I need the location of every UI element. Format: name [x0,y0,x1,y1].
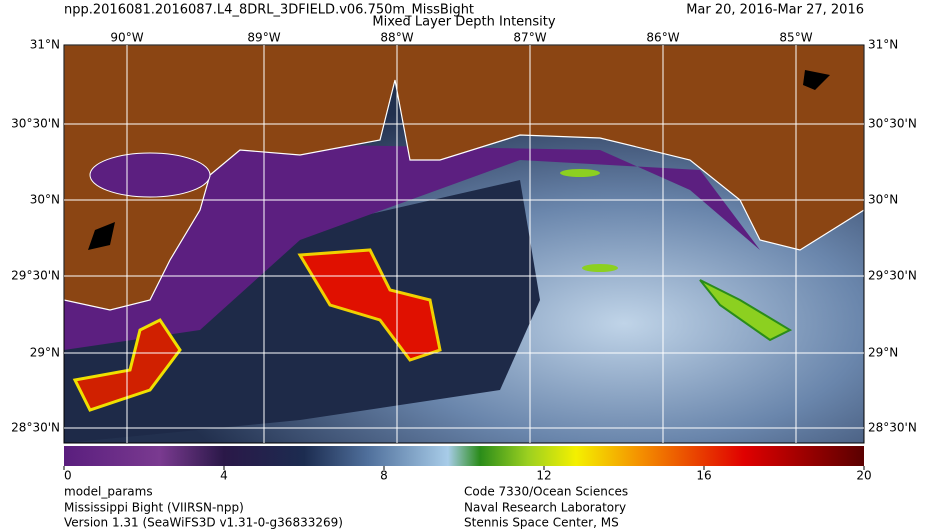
colorbar-tick-label: 8 [380,469,388,483]
lake [89,152,211,198]
hotspot [699,279,793,342]
lat-label: 31°N [868,38,898,52]
lat-label: 31°N [30,38,60,52]
file-name: npp.2016081.2016087.L4_8DRL_3DFIELD.v06.… [64,3,474,18]
lon-label: 85°W [779,31,812,45]
lake-black [803,70,830,90]
lon-label: 87°W [513,31,546,45]
footer-left: Mississippi Bight (VIIRSN-npp) [64,501,244,515]
lat-labels: 31°N 31°N 30°30'N 30°30'N 30°N 30°N 29°30'N 29°… [11,38,917,435]
lat-label: 30°N [868,193,898,207]
map-title: Mixed Layer Depth Intensity [372,15,556,30]
lake-black [88,222,115,250]
colorbar-tick-label: 0 [64,469,72,483]
footer-right: Code 7330/Ocean Sciences [464,485,628,499]
map-frame [63,44,865,444]
footer-right: Naval Research Laboratory [464,501,626,515]
purple-water [64,140,760,350]
lat-label: 30°30'N [11,117,60,131]
hotspot [72,318,182,412]
lon-label: 90°W [110,31,143,45]
colorbar-tick-label: 20 [856,469,871,483]
lat-label: 30°30'N [868,117,917,131]
date-range: Mar 20, 2016-Mar 27, 2016 [686,3,864,18]
lon-label: 89°W [247,31,280,45]
lat-label: 30°N [30,193,60,207]
map [64,45,864,443]
lat-label: 29°N [868,346,898,360]
lat-label: 28°30'N [11,421,60,435]
colorbar-ticks: 0 4 8 12 16 20 [63,466,872,483]
lat-label: 29°30'N [11,269,60,283]
lat-label: 28°30'N [868,421,917,435]
lat-label: 29°30'N [868,269,917,283]
lon-label: 88°W [380,31,413,45]
colorbar [64,446,864,466]
footer-left: Version 1.31 (SeaWiFS3D v1.31-0-g3683326… [64,516,343,530]
footer-right: Stennis Space Center, MS [464,516,619,530]
lon-label: 86°W [646,31,679,45]
hotspot [560,169,600,177]
hotspot [297,248,442,362]
dark-water [64,180,540,443]
colorbar-tick-label: 12 [536,469,551,483]
footer-left: model_params [64,485,153,499]
graticule [64,45,864,443]
colorbar-tick-label: 4 [220,469,228,483]
lat-label: 29°N [30,346,60,360]
hotspot [582,264,618,272]
colorbar-tick-label: 16 [696,469,711,483]
